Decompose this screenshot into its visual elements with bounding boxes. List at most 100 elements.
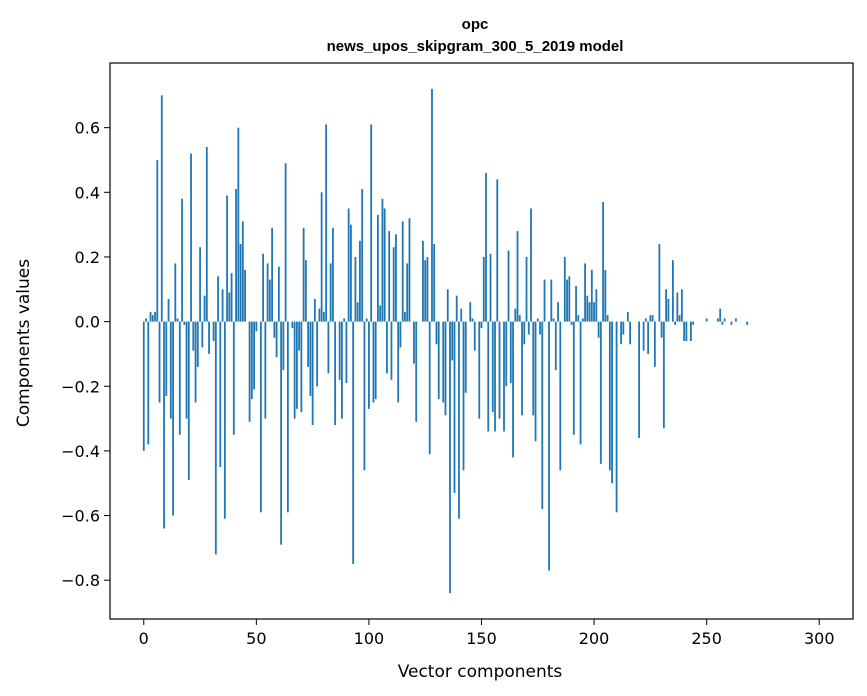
bar (221, 289, 224, 322)
bar (746, 321, 749, 325)
bar (356, 302, 359, 322)
bar (226, 195, 228, 322)
bar (705, 318, 708, 322)
y-tick-label: −0.2 (61, 377, 100, 396)
bar (235, 189, 237, 322)
bar (266, 263, 269, 322)
bar (302, 227, 305, 322)
bar (228, 292, 231, 322)
bar (163, 321, 165, 529)
bar (593, 302, 595, 322)
bar (444, 321, 447, 416)
bar (644, 318, 647, 322)
bar (496, 179, 499, 322)
bar (399, 321, 402, 348)
bar (446, 289, 449, 322)
x-axis-ticks: 0 50 100 150 200 250 300 (139, 619, 835, 648)
bar (491, 321, 494, 413)
bar (214, 321, 217, 555)
bar (717, 318, 719, 322)
bar (620, 321, 622, 345)
y-tick-label: −0.6 (61, 507, 100, 526)
bar (154, 311, 156, 322)
chart-title: opc (462, 16, 489, 33)
bar (667, 298, 670, 322)
bar (354, 256, 357, 322)
bar (723, 318, 726, 322)
bar (590, 269, 593, 322)
bar (203, 295, 206, 322)
bar (244, 269, 246, 322)
bar (248, 321, 251, 422)
bar (638, 321, 641, 438)
bar (464, 321, 467, 393)
x-tick-label: 200 (579, 629, 610, 648)
bar (363, 321, 366, 471)
bar (361, 189, 364, 322)
bar (575, 286, 577, 322)
bar (212, 321, 215, 341)
bar (142, 321, 145, 451)
bar (478, 321, 481, 419)
bar (386, 321, 388, 374)
bar (647, 321, 650, 354)
bar (487, 321, 490, 432)
bar (658, 244, 661, 322)
bar (671, 260, 674, 322)
bar (298, 321, 301, 351)
bar (359, 240, 361, 322)
bar (205, 147, 208, 322)
chart-subtitle: news_upos_skipgram_300_5_2019 model (327, 38, 624, 55)
bar (415, 321, 418, 422)
bar (158, 321, 161, 403)
bar (365, 318, 368, 322)
bar (325, 124, 328, 322)
bar (505, 321, 508, 387)
bar (680, 289, 683, 322)
bar (264, 321, 267, 419)
bar (604, 269, 607, 322)
y-axis-label: Components values (14, 259, 34, 427)
bar (347, 208, 350, 322)
bar (300, 321, 303, 413)
bar (653, 321, 656, 367)
bar (674, 321, 677, 325)
bar (275, 321, 278, 358)
bar (268, 279, 271, 322)
bar (469, 302, 472, 322)
bar (253, 321, 255, 390)
bar (271, 227, 274, 322)
bar (426, 256, 429, 322)
bar (503, 321, 505, 432)
bar (665, 289, 668, 322)
bar (311, 321, 314, 426)
bar (374, 321, 377, 400)
bar (277, 266, 280, 322)
bar (572, 321, 575, 435)
bar (494, 321, 496, 432)
bar (498, 321, 501, 419)
bar (550, 279, 553, 322)
bar (160, 95, 163, 322)
bar (295, 321, 298, 409)
bar (309, 321, 312, 396)
bar (579, 321, 582, 445)
bar (554, 321, 557, 371)
bar (368, 321, 370, 409)
bar (178, 321, 181, 435)
bar (584, 263, 586, 322)
bar (320, 192, 323, 322)
bar (629, 321, 631, 345)
bar (372, 321, 375, 403)
bar (237, 127, 240, 322)
bar (489, 253, 492, 322)
bar (259, 321, 262, 513)
bar (293, 321, 296, 419)
y-axis-ticks: −0.8 −0.6 −0.4 −0.2 0.0 0.2 0.4 0.6 (61, 119, 110, 590)
bar (199, 247, 201, 322)
bar (185, 321, 188, 419)
bar (615, 321, 618, 513)
bar (581, 318, 584, 322)
bar (406, 263, 409, 322)
bar (422, 240, 424, 322)
